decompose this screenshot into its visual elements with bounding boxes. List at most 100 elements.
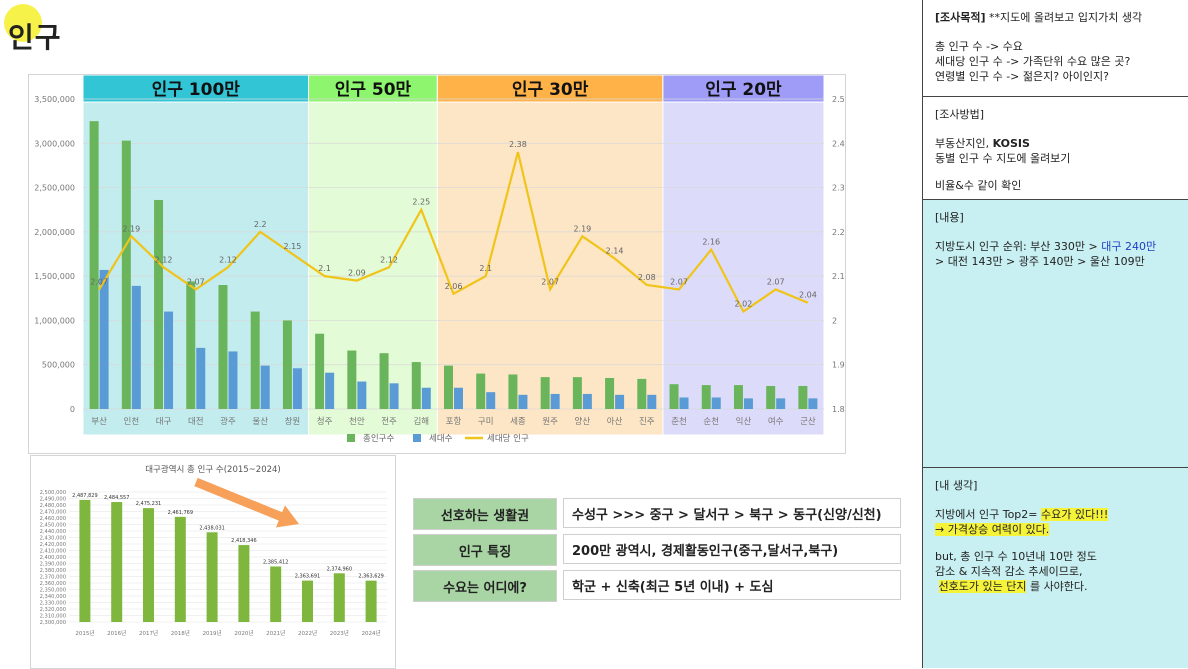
- daegu-x-tick-label: 2021년: [266, 629, 285, 637]
- daegu-bar: [143, 508, 154, 622]
- daegu-y-tick-label: 2,460,000: [40, 516, 66, 522]
- line-data-label: 2.12: [219, 255, 237, 264]
- x-tick-label: 진주: [639, 416, 655, 427]
- daegu-data-label: 2,363,629: [358, 574, 383, 580]
- purpose-line: 연령별 인구 수 -> 젊은지? 아이인지?: [935, 70, 1109, 83]
- y-left-tick-label: 2,500,000: [34, 184, 75, 193]
- bar-total-population: [476, 373, 486, 409]
- legend-label: 세대당 인구: [487, 433, 529, 444]
- bar-total-population: [121, 140, 131, 409]
- line-data-label: 2.1: [479, 264, 492, 273]
- x-tick-label: 청주: [317, 417, 333, 427]
- y-right-tick-label: 2: [832, 316, 837, 325]
- purpose-box: [조사목적] **지도에 올려보고 입지가치 생각 총 인구 수 -> 수요 세…: [923, 0, 1188, 97]
- group-label: 인구 30만: [512, 80, 589, 100]
- thoughts-line: 를 사야한다.: [1026, 580, 1088, 593]
- line-data-label: 2.04: [799, 291, 817, 300]
- y-left-tick-label: 3,500,000: [34, 95, 75, 104]
- y-left-tick-label: 2,000,000: [34, 228, 75, 237]
- bar-total-population: [186, 281, 196, 409]
- bar-total-population: [508, 374, 518, 409]
- bar-total-population: [733, 385, 743, 409]
- daegu-y-tick-label: 2,330,000: [40, 601, 66, 607]
- line-data-label: 2.1: [318, 264, 331, 273]
- bar-total-population: [444, 365, 453, 409]
- x-tick-label: 구미: [478, 417, 494, 427]
- line-persons-per-household: [98, 151, 809, 314]
- x-tick-label: 원주: [542, 417, 558, 427]
- x-tick-label: 춘천: [671, 416, 687, 427]
- daegu-x-tick-label: 2022년: [298, 629, 317, 637]
- bar-total-population: [637, 378, 647, 409]
- thoughts-highlight: 선호도가 있는 단지: [938, 580, 1027, 593]
- line-data-label: 2.12: [380, 255, 398, 264]
- daegu-y-tick-label: 2,440,000: [40, 529, 66, 535]
- bar-total-population: [282, 320, 292, 409]
- group-band-2: [436, 75, 664, 436]
- daegu-y-tick-label: 2,430,000: [40, 536, 66, 542]
- line-data-label: 2.07: [541, 277, 559, 286]
- info-label: 선호하는 생활권: [413, 498, 557, 530]
- bar-total-population: [669, 384, 679, 409]
- thoughts-line: 지방에서 인구 Top2=: [935, 508, 1041, 521]
- bar-households: [518, 394, 528, 409]
- daegu-data-label: 2,363,691: [295, 574, 320, 580]
- daegu-chart-title: 대구광역시 총 인구 수(2015~2024): [145, 464, 281, 475]
- legend-label: 총인구수: [363, 433, 394, 444]
- daegu-y-tick-label: 2,400,000: [40, 555, 66, 561]
- bar-households: [292, 368, 302, 409]
- line-data-label: 2.07: [90, 277, 108, 286]
- bar-households: [389, 383, 399, 409]
- content-text: 지방도시 인구 순위: 부산 330만 >: [935, 240, 1102, 253]
- bar-households: [228, 351, 238, 409]
- daegu-x-tick-label: 2015년: [75, 629, 94, 637]
- group-band-0: [82, 75, 310, 436]
- daegu-y-tick-label: 2,480,000: [40, 503, 66, 509]
- line-data-label: 2.09: [348, 269, 366, 278]
- y-left-tick-label: 0: [70, 405, 75, 414]
- y-right-tick-label: 2.1: [832, 272, 845, 281]
- thoughts-box: [내 생각] 지방에서 인구 Top2= 수요가 있다!!! → 가격상승 여력…: [923, 468, 1188, 668]
- population-chart-svg: 인구 100만 인구 50만 인구 30만 인구 20만 0 500,000 1,000,0…: [34, 75, 845, 444]
- bar-households: [325, 372, 335, 409]
- daegu-data-label: 2,418,346: [231, 538, 256, 544]
- daegu-y-tick-label: 2,340,000: [40, 594, 66, 600]
- line-data-label: 2.07: [187, 277, 205, 286]
- bar-total-population: [379, 353, 389, 409]
- y-left-tick-label: 1,000,000: [34, 316, 75, 325]
- trend-arrow-shaft: [194, 477, 286, 523]
- daegu-y-tick-label: 2,420,000: [40, 542, 66, 548]
- bar-total-population: [218, 285, 228, 409]
- bar-total-population: [540, 377, 550, 409]
- thoughts-title: [내 생각]: [935, 479, 978, 492]
- y-right-tick-label: 2.5: [832, 95, 845, 104]
- daegu-data-label: 2,374,960: [327, 566, 352, 572]
- y-right-tick-label: 1.9: [832, 361, 845, 370]
- x-tick-label: 여수: [768, 416, 784, 427]
- group-label: 인구 50만: [335, 80, 412, 100]
- x-tick-label: 세종: [510, 417, 526, 427]
- line-data-label: 2.15: [284, 242, 302, 251]
- daegu-y-tick-label: 2,320,000: [40, 607, 66, 613]
- daegu-x-tick-label: 2023년: [330, 629, 349, 637]
- thoughts-line: 감소 & 지속적 감소 추세이므로,: [935, 565, 1083, 578]
- line-data-label: 2.07: [670, 277, 688, 286]
- daegu-y-tick-label: 2,500,000: [40, 490, 66, 496]
- bar-total-population: [411, 362, 421, 409]
- bar-total-population: [766, 385, 776, 409]
- purpose-line: 세대당 인구 수 -> 가족단위 수요 많은 곳?: [935, 55, 1131, 68]
- x-tick-label: 아산: [607, 416, 623, 427]
- method-source: KOSIS: [992, 137, 1030, 150]
- group-band-3: [662, 75, 825, 436]
- method-line: 동별 인구 수 지도에 올려보기: [935, 152, 1071, 165]
- line-data-label: 2.14: [606, 246, 624, 255]
- page-title: 인구: [8, 21, 62, 54]
- bar-households: [421, 387, 431, 409]
- line-data-label: 2.08: [638, 273, 656, 282]
- bar-total-population: [154, 199, 164, 409]
- daegu-x-tick-label: 2020년: [234, 629, 253, 637]
- group-label: 인구 20만: [705, 80, 782, 100]
- thoughts-highlight: → 가격상승 여력이 있다.: [935, 523, 1050, 536]
- daegu-x-tick-label: 2019년: [203, 629, 222, 637]
- thoughts-highlight: 수요가 있다!!!: [1041, 508, 1109, 521]
